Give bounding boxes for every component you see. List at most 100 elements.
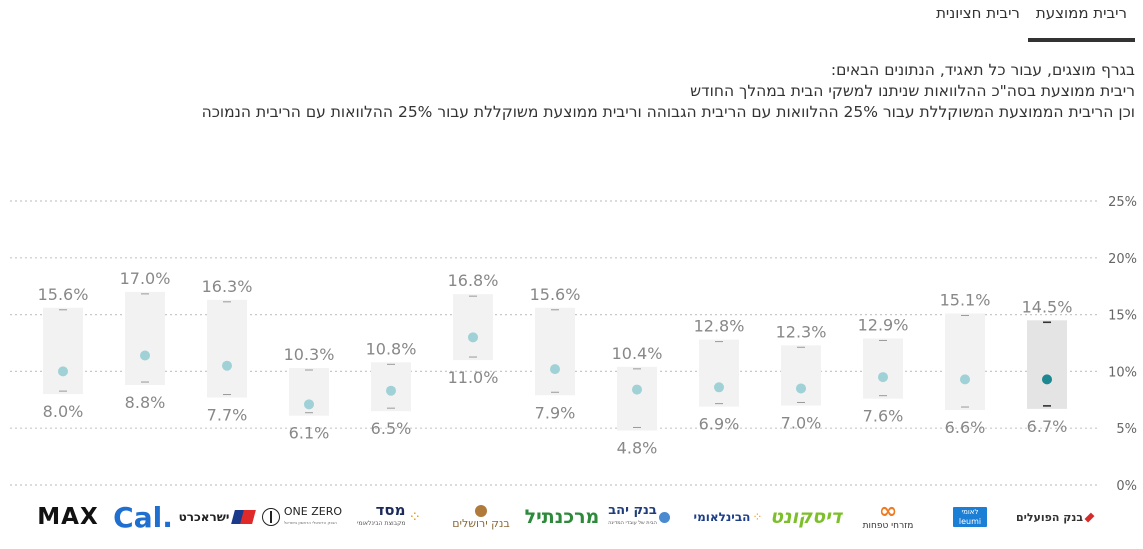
tab-average-rate[interactable]: ריבית ממוצעת bbox=[1027, 0, 1135, 42]
range-box bbox=[535, 307, 575, 396]
logo-leumi[interactable]: לאומי leumi bbox=[940, 500, 1000, 534]
average-dot bbox=[714, 382, 724, 393]
low-value-label: 8.0% bbox=[43, 402, 84, 421]
logo-discount[interactable]: דיסקונט bbox=[770, 500, 842, 534]
y-tick-label: 0% bbox=[1116, 479, 1137, 494]
high-value-label: 10.4% bbox=[612, 344, 663, 363]
range-box bbox=[43, 307, 83, 395]
high-value-label: 15.1% bbox=[940, 290, 991, 309]
range-box bbox=[699, 339, 739, 407]
low-value-label: 7.6% bbox=[863, 407, 904, 426]
average-dot bbox=[222, 360, 232, 371]
logo-mizrahi[interactable]: ∞ מזרחי טפחות bbox=[852, 500, 924, 534]
masad-dots-icon: ⁘ bbox=[408, 508, 422, 526]
range-box bbox=[617, 366, 657, 431]
low-value-label: 8.8% bbox=[125, 393, 166, 412]
average-dot bbox=[796, 383, 806, 394]
average-dot bbox=[550, 364, 560, 375]
logo-leumi-he: לאומי bbox=[961, 508, 979, 516]
average-dot bbox=[386, 385, 396, 396]
average-dot bbox=[304, 399, 314, 410]
logo-cal-text: Cal. bbox=[113, 500, 173, 534]
range-box bbox=[453, 294, 493, 361]
high-value-label: 15.6% bbox=[530, 285, 581, 304]
chart-description: בגרף מוצגים, עבור כל תאגיד, הנתונים הבאי… bbox=[15, 60, 1135, 123]
logo-onezero-text: ONE ZERO bbox=[283, 505, 342, 518]
logo-isracard-text: ישראכרט bbox=[178, 510, 230, 524]
range-box bbox=[781, 345, 821, 406]
logo-yahav-sub: הבית של עובדי המדינה bbox=[608, 520, 657, 526]
y-tick-label: 10% bbox=[1108, 365, 1137, 380]
high-value-label: 16.8% bbox=[448, 271, 499, 290]
range-box bbox=[125, 291, 165, 386]
logo-max[interactable]: MAX bbox=[30, 500, 106, 534]
y-tick-label: 25% bbox=[1108, 195, 1137, 210]
low-value-label: 11.0% bbox=[448, 368, 499, 387]
high-value-label: 15.6% bbox=[38, 285, 89, 304]
high-value-label: 12.8% bbox=[694, 317, 745, 336]
average-dot bbox=[632, 384, 642, 395]
isracard-mark-icon bbox=[231, 510, 257, 524]
logo-mizrahi-text: מזרחי טפחות bbox=[862, 521, 914, 531]
logo-isracard[interactable]: ישראכרט bbox=[176, 500, 258, 534]
high-value-label: 16.3% bbox=[202, 277, 253, 296]
high-value-label: 12.3% bbox=[776, 322, 827, 341]
logo-yahav-text: בנק יהב bbox=[608, 503, 657, 518]
high-value-label: 10.8% bbox=[366, 339, 417, 358]
low-value-label: 7.0% bbox=[781, 413, 822, 432]
logo-hapoalim-text: בנק הפועלים bbox=[1016, 510, 1084, 524]
description-line-2: ריבית ממוצעת בסה"כ ההלוואות שניתנו למשקי… bbox=[690, 82, 1135, 100]
logo-onezero[interactable]: ONE ZERO הבנק הדיגיטלי הראשון בישראל bbox=[262, 500, 342, 534]
logo-discount-text: דיסקונט bbox=[770, 506, 842, 528]
description-line-1: בגרף מוצגים, עבור כל תאגיד, הנתונים הבאי… bbox=[830, 61, 1135, 79]
logo-fibi[interactable]: הבינלאומי ⁘ bbox=[690, 500, 766, 534]
low-value-label: 4.8% bbox=[617, 438, 658, 457]
description-line-3: וכן הריבית הממוצעת המשוקללת עבור 25% ההל… bbox=[201, 103, 1135, 121]
low-value-label: 6.9% bbox=[699, 415, 740, 434]
logo-onezero-sub: הבנק הדיגיטלי הראשון בישראל bbox=[283, 520, 337, 525]
low-value-label: 6.1% bbox=[289, 424, 330, 443]
range-box bbox=[207, 299, 247, 398]
logo-mercantile-text: מרכנתיל bbox=[524, 506, 600, 528]
logo-jerusalem[interactable]: בנק ירושלים bbox=[442, 500, 520, 534]
average-dot bbox=[960, 374, 970, 385]
range-box bbox=[945, 313, 985, 411]
average-dot bbox=[1042, 374, 1052, 385]
range-box bbox=[1027, 320, 1067, 409]
tab-median-rate[interactable]: ריבית חציונית bbox=[936, 4, 1020, 22]
low-value-label: 6.7% bbox=[1027, 417, 1068, 436]
jerusalem-emblem-icon bbox=[475, 504, 487, 517]
yahav-globe-icon bbox=[658, 511, 670, 523]
logo-jerusalem-text: בנק ירושלים bbox=[452, 516, 510, 530]
logo-masad[interactable]: מסד מקבוצת הבינלאומי ⁘ bbox=[348, 500, 430, 534]
logo-masad-sub: מקבוצת הבינלאומי bbox=[356, 520, 406, 527]
high-value-label: 14.5% bbox=[1022, 297, 1073, 316]
tab-bar: ריבית ממוצעת ריבית חציונית bbox=[928, 0, 1135, 42]
average-dot bbox=[140, 350, 150, 361]
onezero-ring-icon bbox=[262, 508, 280, 526]
average-dot bbox=[58, 366, 68, 377]
low-value-label: 6.6% bbox=[945, 418, 986, 437]
logo-leumi-en: leumi bbox=[958, 517, 982, 526]
high-value-label: 17.0% bbox=[120, 269, 171, 288]
logo-fibi-text: הבינלאומי bbox=[693, 510, 751, 524]
low-value-label: 7.7% bbox=[207, 406, 248, 425]
y-tick-label: 5% bbox=[1116, 422, 1137, 437]
range-box bbox=[863, 338, 903, 399]
low-value-label: 7.9% bbox=[535, 403, 576, 422]
logo-hapoalim[interactable]: בנק הפועלים bbox=[1016, 500, 1095, 534]
average-dot bbox=[468, 332, 478, 343]
high-value-label: 12.9% bbox=[858, 315, 909, 334]
y-tick-label: 20% bbox=[1108, 252, 1137, 267]
high-value-label: 10.3% bbox=[284, 345, 335, 364]
logo-mercantile[interactable]: מרכנתיל bbox=[522, 500, 602, 534]
logo-cal[interactable]: Cal. bbox=[110, 500, 176, 534]
logo-yahav[interactable]: בנק יהב הבית של עובדי המדינה bbox=[604, 500, 674, 534]
logo-masad-text: מסד bbox=[375, 501, 406, 519]
logo-max-text: MAX bbox=[37, 504, 99, 530]
y-tick-label: 15% bbox=[1108, 309, 1137, 324]
mizrahi-infinity-icon: ∞ bbox=[878, 499, 898, 524]
low-value-label: 6.5% bbox=[371, 419, 412, 438]
average-dot bbox=[878, 372, 888, 383]
